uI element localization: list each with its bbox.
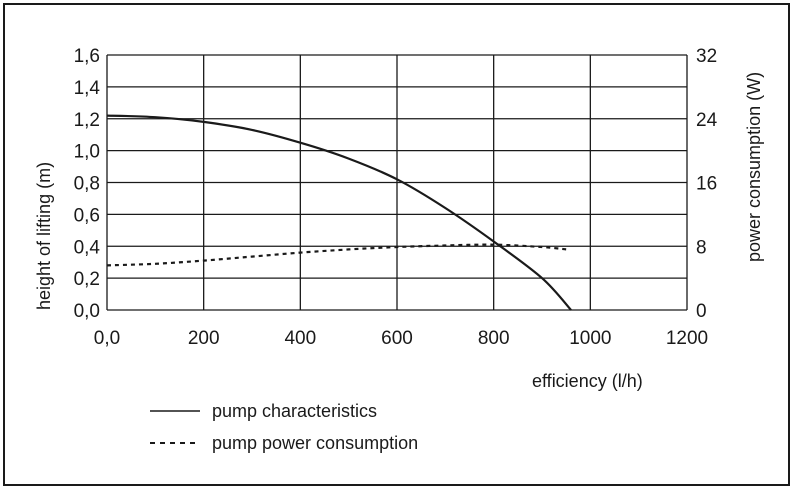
y-left-tick-label: 1,2 [74,110,100,131]
y-left-tick-label: 0,6 [74,205,100,226]
y-left-tick-label: 0,8 [74,174,100,195]
series-group [106,114,572,311]
y-axis-left-label: height of lifting (m) [34,162,54,310]
x-axis-label: efficiency (l/h) [532,371,643,391]
series-line-pump-characteristics [106,114,572,311]
legend: pump characteristics pump power consumpt… [150,401,418,453]
grid [106,54,688,311]
x-tick-label: 800 [478,328,510,349]
x-tick-label: 600 [381,328,413,349]
legend-label-pump-power-consumption: pump power consumption [212,433,418,453]
y-right-tick-label: 32 [696,46,717,67]
y-right-tick-label: 24 [696,110,718,131]
y-left-tick-label: 0,2 [74,269,100,290]
y-right-tick-label: 0 [696,301,707,322]
x-tick-label: 1000 [569,328,611,349]
x-tick-label: 1200 [666,328,708,349]
x-tick-label: 400 [284,328,316,349]
tick-labels: 0,0 200 400 600 800 1000 1200 0,0 0,2 0,4 0,6 0,8 1,… [74,46,718,349]
y-right-tick-label: 8 [696,237,707,258]
y-left-tick-label: 0,4 [74,237,101,258]
y-left-tick-label: 1,4 [74,78,101,99]
y-right-tick-label: 16 [696,174,717,195]
x-tick-label: 0,0 [94,328,120,349]
legend-label-pump-characteristics: pump characteristics [212,401,377,421]
y-left-tick-label: 1,6 [74,46,100,67]
y-left-tick-label: 1,0 [74,142,100,163]
y-left-tick-label: 0,0 [74,301,100,322]
x-tick-label: 200 [188,328,220,349]
y-axis-right-label: power consumption (W) [744,72,764,262]
series-line-pump-power-consumption [106,243,567,267]
